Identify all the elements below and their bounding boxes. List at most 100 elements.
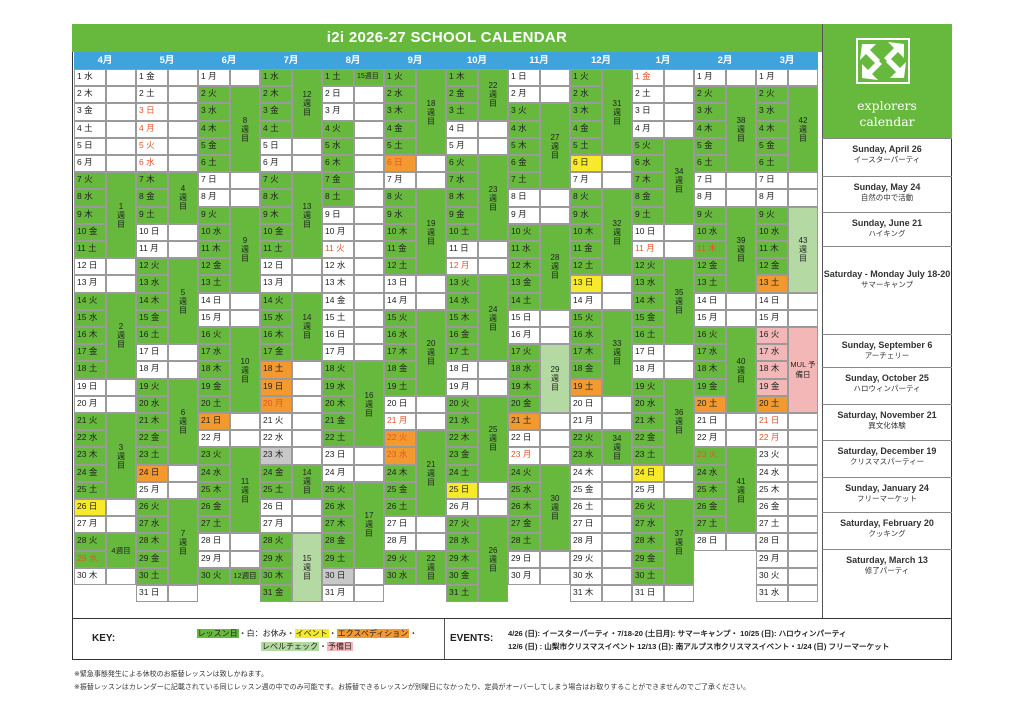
day-cell: 17 日 [632,344,664,362]
day-cell: 23 日 [322,447,354,465]
week-label: 39週目 [726,206,756,293]
day-cell: 16 日 [322,327,354,345]
day-cell: 24 水 [756,464,788,482]
day-cell: 8 日 [508,189,540,207]
week-gap [602,155,632,173]
day-cell: 13 金 [508,275,540,293]
day-cell: 14 日 [198,292,230,310]
week-label: 8週目 [230,86,260,173]
day-cell: 23 月 [508,447,540,465]
event-date: Saturday, December 19 [837,446,937,456]
week-gap [478,120,508,138]
month-header: 3月 [756,52,818,69]
week-label: 15週目 [292,533,322,603]
day-cell: 28 日 [694,533,726,551]
week-label: 26週目 [478,516,508,603]
week-label: 4週目 [168,172,198,224]
day-cell: 13 土 [694,275,726,293]
event-date: Saturday, March 13 [846,555,928,565]
week-gap [230,172,260,190]
day-cell: 23 水 [384,447,416,465]
week-gap [106,499,136,517]
day-cell: 9 土 [136,206,168,224]
event-entry: Saturday, February 20 クッキング [822,512,952,549]
day-cell: 8 金 [632,189,664,207]
day-cell: 17 日 [136,344,168,362]
event-entry: Saturday - Monday July 18-20 サマーキャンプ [822,246,952,334]
week-label-text: 4週目 [111,545,131,555]
week-gap [168,241,198,259]
day-cell: 30 日 [322,567,354,585]
day-cell: 7 月 [570,172,602,190]
day-cell: 30 火 [756,567,788,585]
day-cell: 3 水 [694,103,726,121]
day-cell: 3 土 [446,103,478,121]
day-cell: 1 火 [384,69,416,87]
day-cell: 5 日 [74,137,106,155]
week-gap [106,395,136,413]
logo-text: explorers calendar [822,98,952,130]
day-cell: 12 土 [384,258,416,276]
day-cell: 30 水 [570,567,602,585]
day-cell: 9 火 [694,206,726,224]
day-cell: 20 日 [384,395,416,413]
week-gap [230,550,260,568]
day-cell: 4 木 [694,120,726,138]
week-gap [292,155,322,173]
day-cell: 28 木 [632,533,664,551]
week-gap [788,430,818,448]
week-gap [788,499,818,517]
day-cell: 15 日 [508,309,540,327]
day-cell: 6 木 [322,155,354,173]
day-cell: 15 火 [384,309,416,327]
week-label: 32週目 [602,189,632,276]
day-cell: 25 木 [694,481,726,499]
event-date: Saturday, November 21 [837,410,937,420]
day-cell: 27 土 [756,516,788,534]
day-cell: 6 月 [74,155,106,173]
week-gap [354,344,384,362]
event-entry: Sunday, October 25 ハロウィンパーティ [822,367,952,404]
day-cell: 13 土 [756,275,788,293]
day-cell: 20 日 [570,395,602,413]
day-cell: 16 水 [570,327,602,345]
day-cell: 19 金 [756,378,788,396]
event-name: 自然の中で活動 [860,193,914,202]
day-cell: 20 月 [74,395,106,413]
day-cell: 26 金 [198,499,230,517]
week-label-text: 38週目 [736,115,746,143]
day-cell: 1 月 [756,69,788,87]
week-label-text: 24週目 [488,304,498,332]
day-cell: 25 木 [198,481,230,499]
day-cell: 18 火 [322,361,354,379]
week-label-text: 5週目 [179,287,187,315]
week-gap [602,567,632,585]
day-cell: 9 水 [384,206,416,224]
week-label: 38週目 [726,86,756,173]
week-label: 4週目 [106,533,136,568]
day-cell: 27 日 [570,516,602,534]
day-cell: 22 火 [570,430,602,448]
day-cell: 10 木 [570,223,602,241]
day-cell: 1 金 [136,69,168,87]
day-cell: 14 土 [508,292,540,310]
event-date: Sunday, September 6 [841,340,933,350]
day-cell: 2 日 [322,86,354,104]
day-cell: 10 金 [260,223,292,241]
week-gap [168,69,198,87]
week-gap [726,430,756,448]
week-gap [230,413,260,431]
day-cell: 13 火 [446,275,478,293]
day-cell: 2 土 [632,86,664,104]
day-cell: 31 日 [136,585,168,603]
day-cell: 11 木 [198,241,230,259]
week-gap [230,292,260,310]
event-entry: Sunday, September 6 アーチェリー [822,334,952,367]
day-cell: 18 水 [508,361,540,379]
day-cell: 28 金 [322,533,354,551]
key-bar: KEY: レッスン日・白：お休み・イベント・エクスペディション・ レベルチェック… [72,618,952,660]
week-label: 3週目 [106,413,136,499]
day-cell: 23 木 [260,447,292,465]
week-gap [168,120,198,138]
day-cell: 10 日 [632,223,664,241]
